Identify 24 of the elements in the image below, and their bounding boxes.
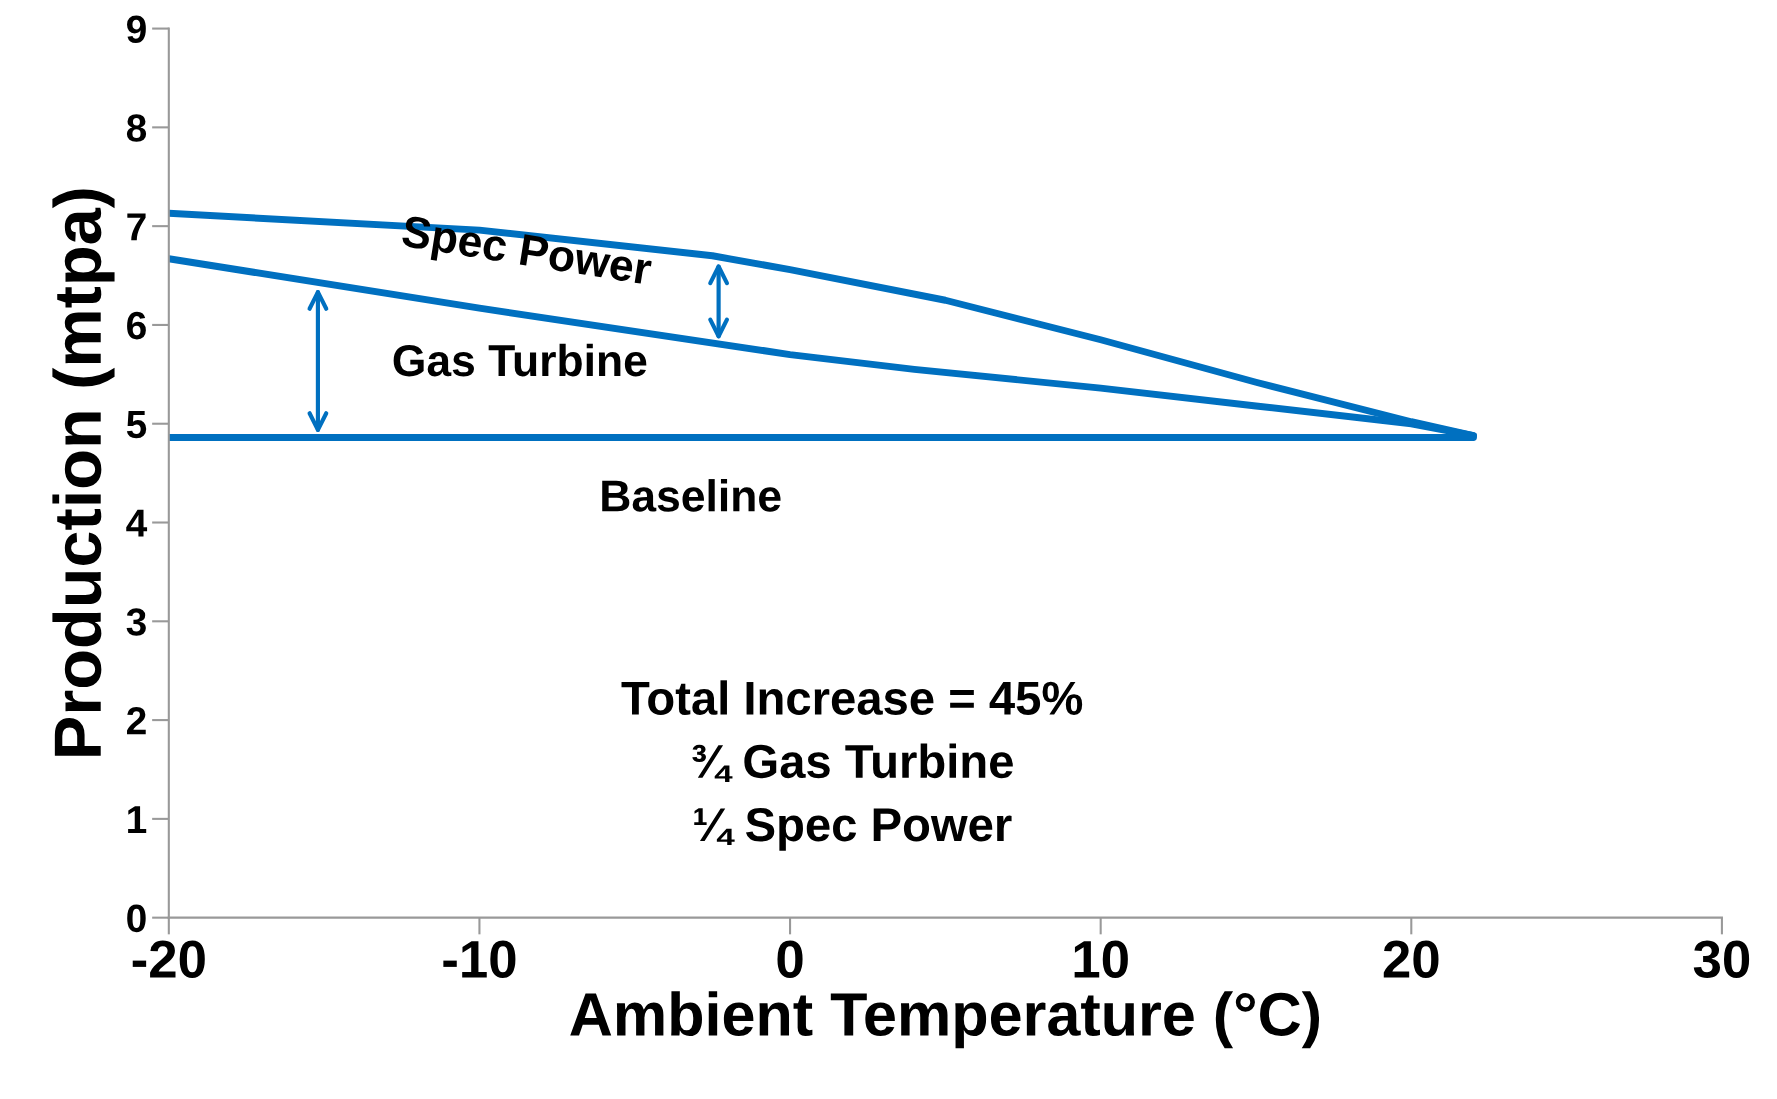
y-tick-label: 9 <box>127 15 146 44</box>
y-tick-label: 2 <box>127 707 146 735</box>
x-tick-label: 20 <box>1383 940 1439 978</box>
y-tick-label: 4 <box>126 509 148 537</box>
y-tick-label: 5 <box>126 411 147 439</box>
y-tick-label: 7 <box>127 213 146 241</box>
x-tick-label: 30 <box>1693 940 1750 979</box>
legend-label: Spec Power <box>399 215 653 294</box>
annotation: ¾ Gas Turbine <box>692 743 1013 782</box>
annotation: Total Increase = 45% <box>621 680 1083 715</box>
y-tick-label: 0 <box>127 904 146 933</box>
y-axis-title: Production (mtpa) <box>52 189 115 756</box>
y-tick-label: 3 <box>126 608 146 636</box>
x-tick-label: -10 <box>443 940 516 978</box>
y-tick-label: 8 <box>126 114 147 142</box>
x-tick-label: 0 <box>777 940 803 978</box>
x-axis-title: Ambient Temperature (°C) <box>570 991 1320 1049</box>
y-tick-label: 1 <box>128 806 147 833</box>
annotation: ¼ Spec Power <box>694 807 1012 851</box>
y-tick-label: 6 <box>127 311 146 340</box>
x-tick-label: 10 <box>1074 940 1128 978</box>
series-label: Baseline <box>602 479 781 512</box>
series-label: Gas Turbine <box>393 343 647 377</box>
x-tick-label: -20 <box>132 940 205 978</box>
